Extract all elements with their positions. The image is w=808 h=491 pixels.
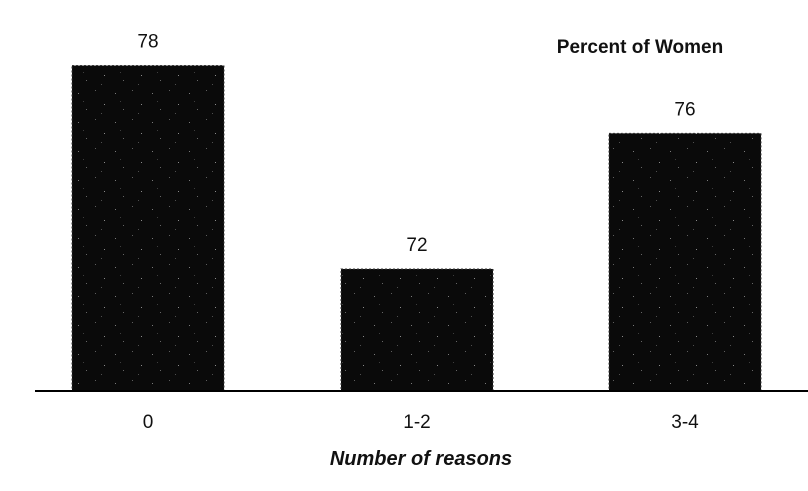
data-labels-layer: 78 72 76 bbox=[137, 32, 695, 256]
bar-0 bbox=[71, 65, 225, 392]
bar-1-2 bbox=[340, 268, 494, 392]
x-tick-label-3-4: 3-4 bbox=[671, 412, 699, 433]
data-label-3-4: 76 bbox=[674, 99, 695, 120]
bar-3-4 bbox=[608, 132, 762, 392]
x-tick-labels-layer: 0 1-2 3-4 bbox=[143, 412, 699, 433]
legend-entry: Percent of Women bbox=[557, 37, 723, 58]
data-label-0: 78 bbox=[137, 32, 158, 53]
x-axis-title: Number of reasons bbox=[330, 448, 512, 470]
bars-layer bbox=[71, 65, 762, 392]
x-tick-label-0: 0 bbox=[143, 412, 154, 433]
x-tick-label-1-2: 1-2 bbox=[403, 412, 430, 433]
data-label-1-2: 72 bbox=[406, 235, 427, 256]
